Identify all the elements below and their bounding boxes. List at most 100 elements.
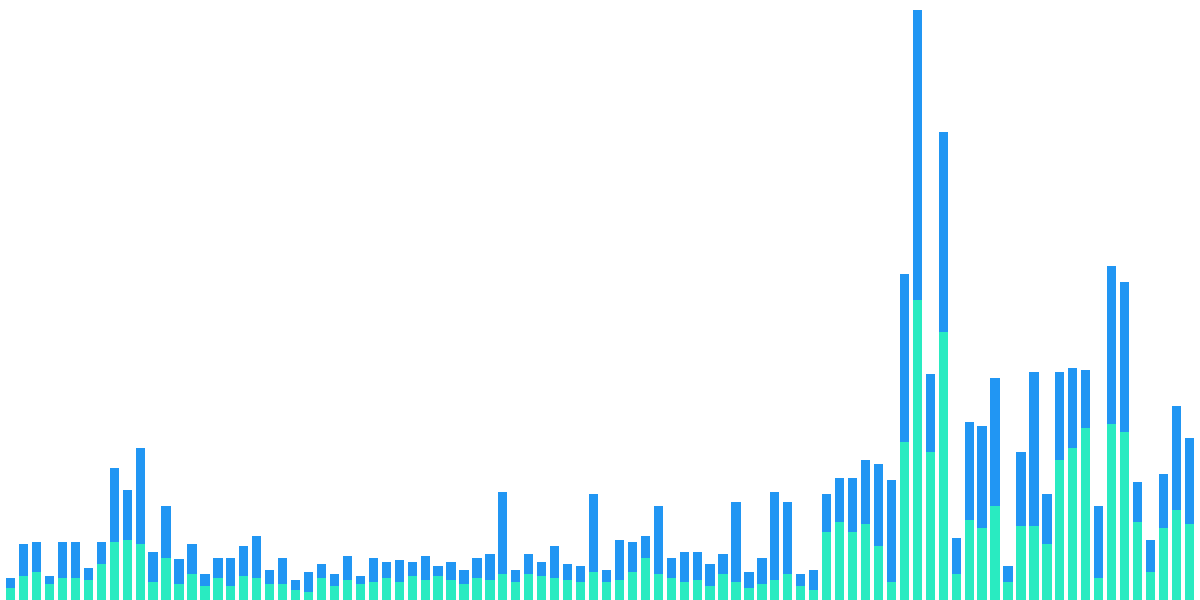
bar-top-segment: [563, 564, 572, 580]
bar-bottom-segment: [187, 574, 196, 600]
bar-bottom-segment: [252, 578, 261, 600]
bar-42: [550, 546, 559, 600]
bar-top-segment: [148, 552, 157, 582]
bar-top-segment: [1094, 506, 1103, 578]
bar-top-segment: [1016, 452, 1025, 526]
bar-bottom-segment: [511, 582, 520, 600]
bar-70: [913, 10, 922, 600]
bar-66: [861, 460, 870, 600]
bar-bottom-segment: [421, 580, 430, 600]
bar-12: [161, 506, 170, 600]
bar-67: [874, 464, 883, 600]
bar-bottom-segment: [304, 592, 313, 600]
bar-top-segment: [1081, 370, 1090, 428]
bar-top-segment: [861, 460, 870, 524]
bar-top-segment: [667, 558, 676, 578]
bar-bottom-segment: [1068, 448, 1077, 600]
bar-bottom-segment: [667, 578, 676, 600]
bar-25: [330, 574, 339, 600]
bar-83: [1081, 370, 1090, 600]
bar-bottom-segment: [317, 578, 326, 600]
bar-bottom-segment: [576, 582, 585, 600]
bar-top-segment: [1185, 438, 1194, 524]
bar-27: [356, 576, 365, 600]
bar-top-segment: [744, 572, 753, 588]
bar-top-segment: [200, 574, 209, 586]
bar-top-segment: [628, 542, 637, 572]
bar-28: [369, 558, 378, 600]
bar-bottom-segment: [900, 442, 909, 600]
bar-top-segment: [822, 494, 831, 532]
bar-top-segment: [680, 552, 689, 582]
bar-top-segment: [498, 492, 507, 574]
bar-63: [822, 494, 831, 600]
bar-bottom-segment: [472, 578, 481, 600]
bar-bottom-segment: [1042, 544, 1051, 600]
bar-top-segment: [809, 570, 818, 590]
bar-top-segment: [654, 506, 663, 574]
bar-top-segment: [58, 542, 67, 578]
bar-top-segment: [913, 10, 922, 300]
bar-13: [174, 559, 183, 600]
bar-top-segment: [705, 564, 714, 586]
bar-top-segment: [511, 570, 520, 582]
bar-bottom-segment: [939, 332, 948, 600]
bar-bottom-segment: [524, 574, 533, 600]
bar-2: [32, 542, 41, 600]
bar-top-segment: [1029, 372, 1038, 526]
bar-bottom-segment: [965, 520, 974, 600]
bar-bottom-segment: [395, 582, 404, 600]
bar-top-segment: [1146, 540, 1155, 572]
bar-bottom-segment: [693, 580, 702, 600]
bar-top-segment: [265, 570, 274, 584]
bar-21: [278, 558, 287, 600]
bar-64: [835, 478, 844, 600]
bar-bottom-segment: [1094, 578, 1103, 600]
bar-41: [537, 562, 546, 600]
bar-top-segment: [874, 464, 883, 546]
bar-8: [110, 468, 119, 600]
bar-top-segment: [550, 546, 559, 578]
bar-bottom-segment: [265, 584, 274, 600]
bar-81: [1055, 372, 1064, 600]
bar-top-segment: [770, 492, 779, 580]
bar-bottom-segment: [887, 582, 896, 600]
bar-53: [693, 552, 702, 600]
bar-top-segment: [939, 132, 948, 332]
bar-top-segment: [718, 554, 727, 574]
bar-bottom-segment: [1055, 460, 1064, 600]
bar-10: [136, 448, 145, 600]
bar-top-segment: [757, 558, 766, 584]
bar-top-segment: [537, 562, 546, 576]
bar-top-segment: [589, 494, 598, 572]
bar-15: [200, 574, 209, 600]
bar-top-segment: [1055, 372, 1064, 460]
bar-80: [1042, 494, 1051, 600]
bar-top-segment: [1133, 482, 1142, 522]
bar-bottom-segment: [1029, 526, 1038, 600]
bar-top-segment: [369, 558, 378, 582]
bar-bottom-segment: [848, 532, 857, 600]
bar-top-segment: [887, 480, 896, 582]
bar-84: [1094, 506, 1103, 600]
bar-top-segment: [459, 570, 468, 584]
bar-58: [757, 558, 766, 600]
bar-bottom-segment: [291, 590, 300, 600]
bar-top-segment: [1003, 566, 1012, 582]
bar-bottom-segment: [136, 544, 145, 600]
bar-top-segment: [252, 536, 261, 578]
bar-top-segment: [848, 478, 857, 532]
bar-bottom-segment: [602, 582, 611, 600]
bar-22: [291, 580, 300, 600]
bar-59: [770, 492, 779, 600]
bar-65: [848, 478, 857, 600]
bar-32: [421, 556, 430, 600]
bar-82: [1068, 368, 1077, 600]
bar-40: [524, 554, 533, 600]
bar-top-segment: [226, 558, 235, 586]
bar-top-segment: [382, 562, 391, 578]
bar-top-segment: [356, 576, 365, 584]
bar-bottom-segment: [123, 540, 132, 600]
bar-54: [705, 564, 714, 600]
bar-top-segment: [84, 568, 93, 580]
